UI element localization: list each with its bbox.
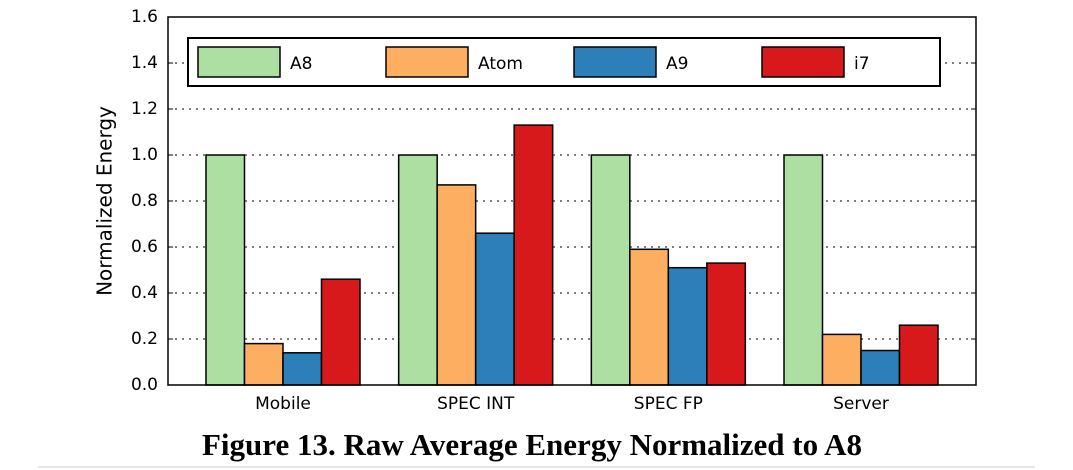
bar (783, 154, 824, 386)
y-tick-label: 0.8 (131, 191, 158, 211)
x-tick-label: SPEC INT (437, 394, 515, 414)
bar (821, 333, 862, 386)
caption: Figure 13. Raw Average Energy Normalized… (202, 427, 862, 462)
y-tick-label: 0.6 (131, 237, 158, 257)
legend-label: i7 (854, 54, 870, 74)
bar (667, 266, 708, 386)
bar (474, 232, 515, 386)
y-tick-label: 0.4 (131, 283, 158, 303)
legend-label: A9 (666, 54, 688, 74)
x-tick-label: Server (833, 394, 889, 414)
y-tick-label: 1.2 (131, 99, 158, 119)
legend-label: A8 (290, 54, 312, 74)
bar (320, 278, 361, 386)
bar (706, 262, 747, 386)
bar (282, 352, 323, 386)
y-axis-label: Normalized Energy (93, 106, 117, 296)
x-tick-label: SPEC FP (634, 394, 703, 414)
y-tick-label: 0.0 (131, 375, 158, 395)
x-tick-label: Mobile (255, 394, 311, 414)
y-tick-label: 1.6 (131, 7, 158, 27)
bar (397, 154, 438, 386)
bar (898, 324, 939, 386)
bar (243, 342, 284, 386)
bar (513, 124, 554, 386)
bar (590, 154, 631, 386)
bar (205, 154, 246, 386)
legend-swatch (761, 46, 845, 78)
bar (860, 349, 901, 386)
y-tick-label: 1.0 (131, 145, 158, 165)
y-tick-label: 1.4 (131, 53, 158, 73)
plot-frame (167, 16, 977, 386)
legend-label: Atom (478, 54, 523, 74)
legend-swatch (573, 46, 657, 78)
y-tick-label: 0.2 (131, 329, 158, 349)
bar (629, 248, 670, 386)
legend-swatch (197, 46, 281, 78)
bar (436, 184, 477, 386)
legend-swatch (385, 46, 469, 78)
